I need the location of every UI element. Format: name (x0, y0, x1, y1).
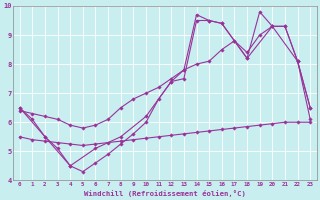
X-axis label: Windchill (Refroidissement éolien,°C): Windchill (Refroidissement éolien,°C) (84, 190, 246, 197)
